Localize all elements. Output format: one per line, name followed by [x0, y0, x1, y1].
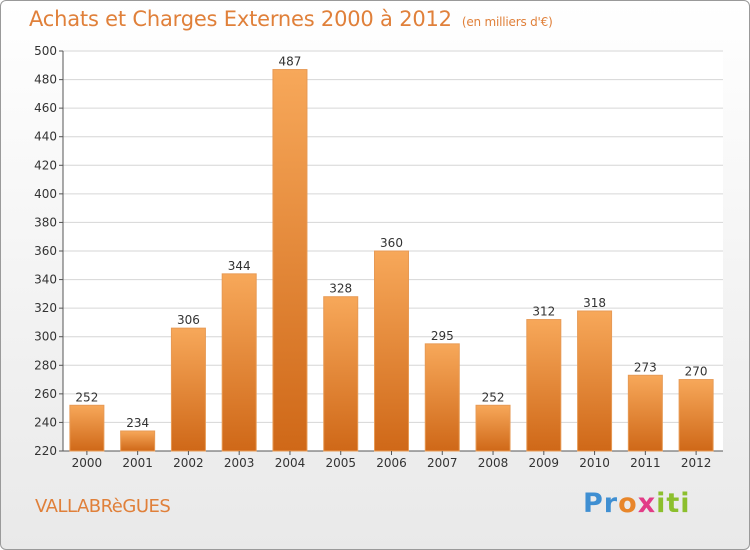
bar [577, 310, 613, 452]
y-tick-label: 280 [34, 358, 57, 372]
bar-value-label: 344 [228, 259, 251, 273]
y-tick-label: 260 [34, 387, 57, 401]
x-tick-label: 2000 [72, 456, 103, 470]
proxiti-logo: Proxiti [583, 488, 691, 519]
bar-value-label: 312 [532, 305, 555, 319]
x-tick-label: 2002 [173, 456, 204, 470]
logo-letter: o [618, 488, 638, 519]
bar [120, 430, 156, 452]
x-tick-label: 2009 [529, 456, 560, 470]
bar-value-label: 295 [431, 329, 454, 343]
bar-value-label: 273 [634, 360, 657, 374]
bar-value-label: 252 [482, 390, 505, 404]
bar [627, 374, 663, 452]
logo-letter: r [603, 488, 619, 519]
bar [526, 319, 562, 452]
chart-title-text: Achats et Charges Externes 2000 à 2012 [29, 7, 452, 31]
bar [170, 327, 206, 452]
logo-letter: t [666, 488, 681, 519]
y-tick-label: 360 [34, 244, 57, 258]
bar-value-label: 318 [583, 296, 606, 310]
x-tick-label: 2010 [579, 456, 610, 470]
bar [69, 404, 105, 452]
y-tick-label: 320 [34, 301, 57, 315]
bar [272, 69, 308, 452]
bar-value-label: 328 [329, 282, 352, 296]
bar-value-label: 487 [279, 55, 302, 69]
x-tick-label: 2003 [224, 456, 255, 470]
y-tick-label: 440 [34, 130, 57, 144]
bar-value-label: 360 [380, 236, 403, 250]
y-tick-label: 380 [34, 215, 57, 229]
y-tick-label: 400 [34, 187, 57, 201]
logo-letter: x [637, 488, 657, 519]
bar-value-label: 270 [685, 365, 708, 379]
bar [475, 404, 511, 452]
bar [221, 273, 257, 452]
y-tick-label: 300 [34, 330, 57, 344]
x-tick-label: 2006 [376, 456, 407, 470]
y-tick-label: 220 [34, 444, 57, 458]
bar [678, 379, 714, 452]
town-name: VALLABRèGUES [35, 496, 171, 517]
y-tick-label: 460 [34, 101, 57, 115]
bar [374, 250, 409, 452]
chart-title: Achats et Charges Externes 2000 à 2012 (e… [29, 7, 553, 31]
x-tick-label: 2008 [478, 456, 509, 470]
x-tick-label: 2004 [275, 456, 306, 470]
bar-value-label: 306 [177, 313, 200, 327]
y-tick-label: 480 [34, 73, 57, 87]
x-tick-label: 2007 [427, 456, 458, 470]
bar-value-label: 234 [126, 416, 149, 430]
bar-value-label: 252 [75, 390, 98, 404]
logo-letter: i [680, 488, 691, 519]
y-tick-label: 500 [34, 44, 57, 58]
x-tick-label: 2001 [122, 456, 153, 470]
x-tick-label: 2005 [325, 456, 356, 470]
x-tick-label: 2011 [630, 456, 661, 470]
y-tick-label: 340 [34, 273, 57, 287]
logo-letter: i [656, 488, 667, 519]
y-tick-label: 240 [34, 415, 57, 429]
x-tick-label: 2012 [681, 456, 712, 470]
bar [323, 296, 359, 452]
bar [424, 343, 460, 452]
logo-letter: P [583, 488, 604, 519]
chart-subtitle: (en milliers d'€) [461, 15, 553, 29]
y-tick-label: 420 [34, 158, 57, 172]
